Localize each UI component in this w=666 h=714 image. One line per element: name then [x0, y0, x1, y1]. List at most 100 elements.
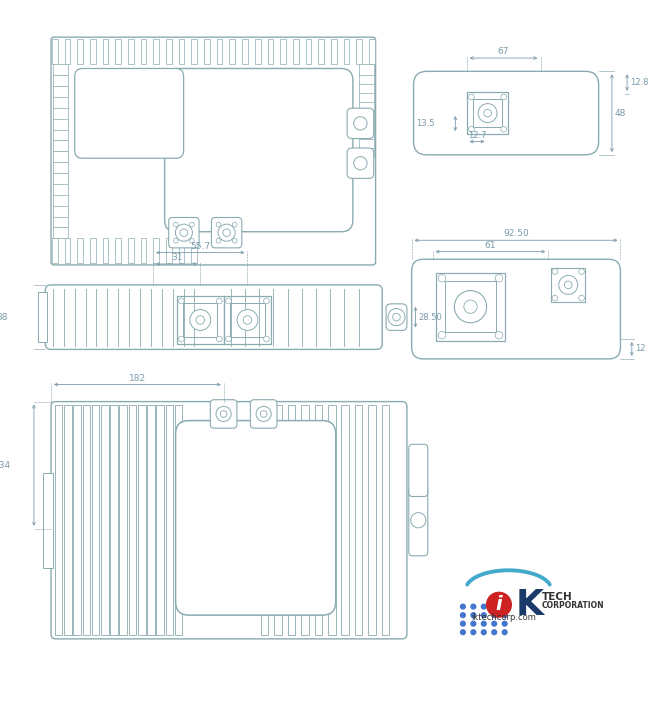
Text: 67: 67 [498, 47, 509, 56]
Text: 61: 61 [485, 241, 496, 250]
Bar [342, 406, 349, 635]
Circle shape [460, 621, 466, 626]
Circle shape [501, 126, 507, 132]
Circle shape [175, 224, 192, 241]
Bar [52, 238, 58, 263]
Bar [358, 136, 374, 148]
Bar [280, 39, 286, 64]
Bar [53, 129, 68, 141]
Circle shape [552, 296, 558, 301]
Circle shape [502, 630, 507, 635]
Bar [274, 406, 282, 635]
Circle shape [482, 621, 486, 626]
Bar [358, 109, 374, 121]
Circle shape [492, 630, 497, 635]
Bar [53, 151, 68, 162]
FancyBboxPatch shape [45, 285, 382, 349]
FancyBboxPatch shape [409, 485, 428, 555]
Bar [268, 39, 273, 64]
Bar [358, 64, 374, 75]
Circle shape [216, 406, 231, 421]
Circle shape [178, 336, 184, 342]
Circle shape [471, 630, 476, 635]
Bar [436, 273, 505, 341]
Circle shape [180, 229, 188, 236]
Bar [293, 39, 298, 64]
FancyBboxPatch shape [347, 108, 374, 139]
Circle shape [411, 513, 426, 528]
Text: 182: 182 [129, 373, 146, 383]
Circle shape [196, 316, 204, 324]
Bar [306, 39, 311, 64]
Bar [356, 39, 362, 64]
Bar [178, 39, 184, 64]
Bar [178, 238, 184, 263]
Bar [157, 406, 164, 635]
Bar [176, 296, 224, 343]
Text: 38: 38 [0, 313, 7, 321]
Bar [230, 39, 235, 64]
Bar [204, 39, 210, 64]
Circle shape [487, 593, 511, 617]
Circle shape [496, 331, 503, 339]
Text: iktechcorp.com: iktechcorp.com [472, 613, 536, 623]
Bar [255, 39, 260, 64]
Circle shape [173, 222, 178, 227]
Bar [369, 39, 375, 64]
FancyBboxPatch shape [250, 400, 277, 428]
Circle shape [464, 300, 477, 313]
Circle shape [492, 604, 497, 609]
Bar [77, 238, 83, 263]
Bar [111, 406, 118, 635]
Bar [38, 293, 47, 342]
Bar [358, 73, 374, 84]
Bar [183, 303, 217, 337]
Circle shape [460, 630, 466, 635]
Circle shape [460, 613, 466, 618]
Circle shape [216, 336, 222, 342]
Circle shape [218, 224, 235, 241]
Bar [331, 39, 336, 64]
Bar [344, 39, 349, 64]
Circle shape [223, 229, 230, 236]
Circle shape [393, 313, 400, 321]
Bar [175, 406, 182, 635]
Circle shape [502, 613, 507, 618]
Bar [53, 205, 68, 216]
Bar [288, 406, 295, 635]
Circle shape [226, 336, 231, 342]
FancyBboxPatch shape [51, 37, 376, 265]
Circle shape [216, 298, 222, 304]
Circle shape [469, 94, 474, 100]
Circle shape [492, 613, 497, 618]
Bar [358, 118, 374, 129]
Circle shape [471, 621, 476, 626]
FancyBboxPatch shape [386, 304, 407, 331]
Circle shape [190, 238, 194, 243]
Text: 92.50: 92.50 [503, 229, 529, 238]
Text: 55.7: 55.7 [190, 242, 210, 251]
Text: CORPORATION: CORPORATION [541, 601, 604, 610]
Bar [242, 39, 248, 64]
Bar [138, 406, 146, 635]
FancyBboxPatch shape [409, 444, 428, 496]
FancyBboxPatch shape [414, 71, 599, 155]
Text: 48: 48 [615, 109, 626, 118]
Text: TECH: TECH [541, 592, 572, 602]
Text: 13.5: 13.5 [416, 119, 434, 128]
Circle shape [559, 276, 577, 294]
Bar [368, 406, 376, 635]
Bar [166, 39, 172, 64]
Bar [53, 161, 68, 173]
Bar [153, 238, 159, 263]
Bar [53, 118, 68, 129]
Bar [261, 406, 268, 635]
Bar [358, 100, 374, 111]
Bar [358, 127, 374, 139]
Bar [129, 406, 137, 635]
Circle shape [478, 104, 497, 123]
Circle shape [482, 604, 486, 609]
Circle shape [565, 281, 572, 288]
Bar [128, 39, 134, 64]
Text: K: K [516, 588, 544, 622]
